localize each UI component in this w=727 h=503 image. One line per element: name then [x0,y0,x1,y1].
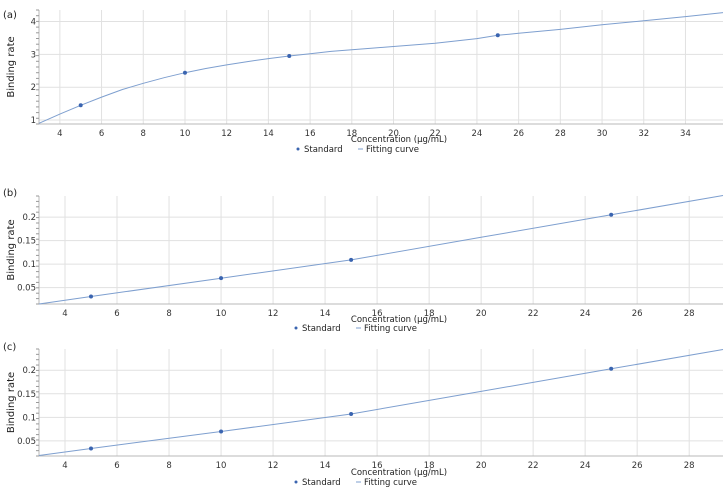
y-tick-label: 1 [31,116,36,126]
x-tick-label: 10 [180,129,191,139]
standard-point [219,276,224,281]
y-tick-label: 4 [31,17,36,27]
chart-panel-b: (b) Binding rate 4 6 8 10 12 14 16 18 20 22 24 26 28 0.… [3,188,724,334]
x-tick-label: 22 [528,309,539,319]
x-tick-label: 20 [476,309,487,319]
x-tick-label: 24 [580,309,591,319]
legend-fitting-curve-label: Fitting curve [364,478,417,488]
legend: Standard Fitting curve [296,145,419,155]
x-axis-label: Concentration (μg/mL) [351,468,447,478]
legend-standard-marker [296,147,300,151]
x-tick-label: 24 [580,461,591,471]
x-tick-label: 10 [216,461,227,471]
x-tick-label: 16 [372,309,383,319]
standard-point [89,446,94,451]
x-tick-label: 14 [320,309,331,319]
y-tick-label: 0.15 [17,237,36,247]
standard-point [219,429,224,434]
y-axis-label: Binding rate [6,372,17,433]
x-tick-label: 32 [638,129,649,139]
x-tick-label: 8 [166,461,171,471]
standard-point [609,366,614,371]
standard-point [349,412,354,417]
y-tick-label: 0.1 [22,413,36,423]
standard-point [287,53,292,58]
x-tick-label: 34 [680,129,691,139]
legend-standard-label: Standard [302,478,341,488]
standard-point [89,294,94,299]
x-tick-label: 24 [472,129,483,139]
x-tick-label: 18 [346,129,357,139]
x-tick-label: 8 [141,129,146,139]
x-tick-label: 6 [114,461,119,471]
legend: Standard Fitting curve [294,478,417,488]
x-tick-label: 26 [632,309,643,319]
x-tick-label: 12 [268,461,279,471]
x-tick-label: 20 [476,461,487,471]
x-tick-label: 20 [388,129,399,139]
x-tick-label: 26 [513,129,524,139]
standard-point [609,212,614,217]
x-tick-label: 18 [424,309,435,319]
x-tick-label: 28 [684,309,695,319]
panel-label: (c) [3,342,16,353]
y-tick-label: 0.15 [17,390,36,400]
x-tick-label: 28 [555,129,566,139]
x-tick-label: 8 [166,309,171,319]
legend-fitting-curve-label: Fitting curve [364,324,417,334]
y-tick-label: 2 [31,83,36,93]
x-tick-label: 4 [62,461,67,471]
x-tick-label: 18 [424,461,435,471]
x-tick-label: 30 [597,129,608,139]
standard-point [182,70,187,75]
y-tick-label: 0.05 [17,284,36,294]
x-axis-label: Concentration (μg/mL) [351,135,447,145]
legend-standard-marker [294,326,298,330]
x-tick-label: 14 [263,129,274,139]
y-tick-label: 3 [31,50,36,60]
x-tick-label: 26 [632,461,643,471]
standard-point [495,33,500,38]
panel-label: (a) [3,10,17,21]
x-tick-label: 22 [430,129,441,139]
y-tick-label: 0.2 [22,213,36,223]
legend-standard-label: Standard [302,324,341,334]
standard-point [78,103,83,108]
y-tick-label: 0.05 [17,437,36,447]
x-tick-label: 10 [216,309,227,319]
legend-fitting-curve-label: Fitting curve [366,145,419,155]
chart-panel-c: (c) Binding rate 4 6 8 10 12 14 16 18 20 22 24 26 28 0.… [3,342,724,488]
x-tick-label: 12 [268,309,279,319]
x-tick-label: 6 [99,129,104,139]
y-axis-label: Binding rate [6,219,17,280]
x-tick-label: 14 [320,461,331,471]
x-tick-label: 16 [372,461,383,471]
y-tick-label: 0.1 [22,260,36,270]
x-tick-label: 16 [305,129,316,139]
x-tick-label: 4 [62,309,67,319]
x-tick-label: 4 [57,129,62,139]
y-tick-label: 0.2 [22,366,36,376]
y-axis-label: Binding rate [6,36,17,97]
panel-label: (b) [3,188,17,199]
legend-standard-label: Standard [304,145,343,155]
standard-point [349,257,354,262]
x-tick-label: 6 [114,309,119,319]
legend: Standard Fitting curve [294,324,417,334]
fitting-curve-line [38,12,724,124]
x-tick-label: 12 [221,129,232,139]
fitting-curve-line [38,349,724,456]
x-tick-label: 22 [528,461,539,471]
x-axis-label: Concentration (μg/mL) [351,315,447,325]
x-tick-label: 28 [684,461,695,471]
legend-standard-marker [294,480,298,484]
